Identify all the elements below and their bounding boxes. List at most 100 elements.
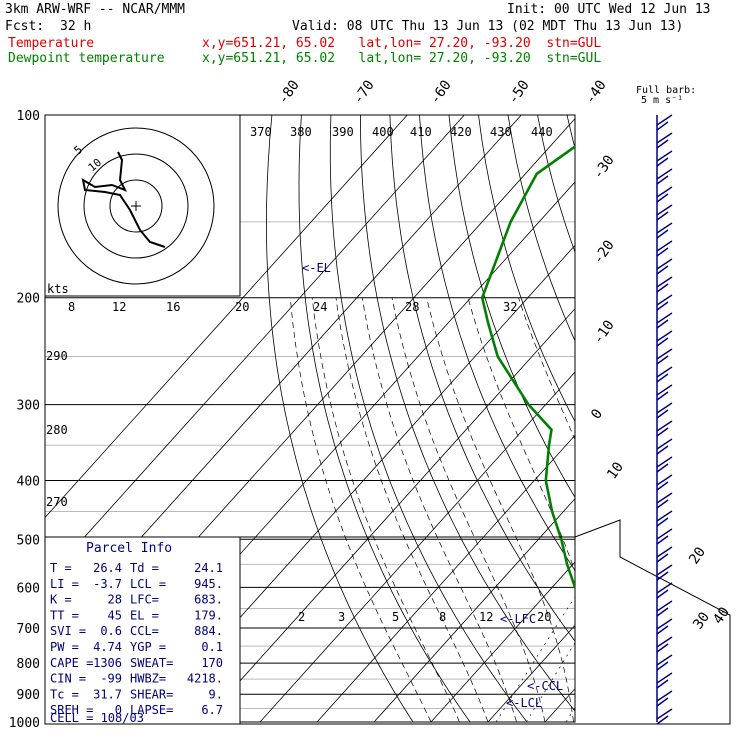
parcel-value: 31.7	[93, 687, 122, 701]
pressure-label-600: 600	[17, 581, 40, 596]
mixing-ratio-label: 12	[479, 610, 493, 624]
parcel-value: -99	[100, 672, 122, 686]
parcel-key: LFC=	[130, 593, 159, 607]
init-time: Init: 00 UTC Wed 12 Jun 13	[507, 2, 711, 17]
top-temp-label: -70	[350, 77, 378, 107]
parcel-value: 179.	[194, 608, 223, 622]
top-temp-label: -80	[275, 77, 303, 107]
dry-adiabat-400	[715, 115, 740, 722]
theta-side-label: 280	[46, 423, 68, 437]
wind-barb	[656, 222, 673, 239]
temperature-line	[605, 115, 688, 722]
isotherm--50	[259, 371, 575, 723]
hodograph-speed-label: 24	[313, 300, 327, 314]
wind-barb	[656, 708, 673, 725]
wind-barb	[656, 204, 673, 221]
right-temp-label: 40	[710, 604, 733, 627]
parcel-key: EL =	[130, 608, 159, 622]
wind-barb	[656, 132, 673, 149]
hodograph-units: kts	[47, 282, 69, 296]
forecast-label: Fcst:	[5, 19, 45, 34]
parcel-key: SREH =	[50, 703, 93, 717]
isotherm--60	[202, 308, 575, 723]
parcel-key: PW =	[50, 640, 79, 654]
hodograph-speed-label: 32	[503, 300, 517, 314]
wind-barb	[656, 420, 673, 437]
moist-adiabat-30	[716, 298, 740, 722]
dry-adiabat-390	[685, 115, 740, 722]
parcel-key: CCL=	[130, 624, 159, 638]
parcel-value: 945.	[194, 577, 223, 591]
moist-adiabat--5	[361, 297, 517, 723]
pressure-label-700: 700	[17, 622, 40, 637]
parcel-key: LAPSE=	[130, 703, 173, 717]
wind-barb	[656, 654, 673, 671]
pressure-label-1000: 1000	[9, 716, 40, 731]
mixing-ratio-label: 20	[537, 610, 551, 624]
right-temp-label: -10	[590, 317, 618, 347]
moist-adiabat--15	[311, 297, 460, 723]
dry-adiabat-270	[329, 115, 528, 723]
plot-border	[44, 114, 576, 723]
wind-barb	[656, 546, 673, 563]
dry-adiabat-280	[360, 115, 575, 712]
wind-barb	[656, 330, 673, 347]
wind-barbs: Full barb:5 m s⁻¹	[636, 85, 696, 725]
wind-barb	[656, 690, 673, 707]
hodograph-box	[44, 114, 241, 297]
wind-barb	[656, 600, 673, 617]
mixing-ratio-5	[565, 706, 575, 723]
isotherm--40	[316, 434, 575, 723]
hodograph-speed-label: 8	[68, 300, 75, 314]
wind-barb	[656, 312, 673, 329]
hodograph-speed-label: 28	[405, 300, 419, 314]
wind-barb	[656, 528, 673, 545]
wind-barb	[656, 384, 673, 401]
parcel-key: Td =	[130, 561, 159, 575]
temperature-location: x,y=651.21, 65.02 lat,lon= 27.20, -93.20…	[202, 36, 602, 51]
theta-side-label: 270	[46, 495, 68, 509]
moist-adiabat--20	[289, 297, 432, 723]
dry-adiabat-290	[389, 115, 575, 642]
mixing-ratio-20	[686, 587, 740, 722]
hodograph-ring	[57, 127, 215, 285]
parcel-value: 24.1	[194, 561, 223, 575]
dewpoint-legend: Dewpoint temperature	[8, 51, 165, 66]
wind-barb	[656, 258, 673, 275]
dry-adiabat-380	[656, 115, 740, 722]
temperature-legend: Temperature	[8, 36, 95, 51]
parcel-value: 6.7	[201, 703, 223, 717]
mixing-ratio-8	[605, 587, 684, 722]
wind-barb	[656, 168, 673, 185]
mixing-ratio-3	[526, 642, 575, 723]
parcel-key: SHEAR=	[130, 687, 173, 701]
wind-barb	[656, 438, 673, 455]
parcel-key: LI =	[50, 577, 79, 591]
hodograph-speed-label: 16	[166, 300, 180, 314]
wind-barb	[656, 276, 673, 293]
parcel-value: 1306	[93, 656, 122, 670]
parcel-value: 28	[108, 593, 122, 607]
wind-barb	[656, 510, 673, 527]
parcel-footer: CELL = 108/03	[50, 711, 144, 725]
right-temp-label: 30	[690, 609, 713, 632]
isotherm--120	[45, 115, 408, 519]
wind-barb	[656, 150, 673, 167]
pressure-label-200: 200	[17, 292, 40, 307]
parcel-key: K =	[50, 593, 72, 607]
moist-adiabat-10	[467, 297, 575, 573]
pressure-label-900: 900	[17, 688, 40, 703]
sounding-series	[480, 115, 688, 722]
parcel-value: 170	[201, 656, 223, 670]
theta-label: 430	[490, 125, 512, 139]
wind-barb	[656, 402, 673, 419]
parcel-key: YGP =	[130, 640, 166, 654]
dewpoint-line	[480, 145, 575, 590]
right-temp-label: -30	[590, 152, 618, 182]
parcel-key: Tc =	[50, 687, 79, 701]
parcel-value: 0.1	[201, 640, 223, 654]
parcel-value: 884.	[194, 624, 223, 638]
parcel-value: 0.6	[100, 624, 122, 638]
parcel-key: CIN =	[50, 672, 86, 686]
forecast-hour: 32 h	[60, 19, 92, 34]
